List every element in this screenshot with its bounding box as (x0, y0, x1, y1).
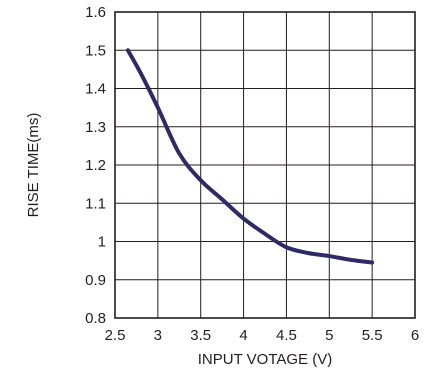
y-axis-title: RISE TIME(ms) (25, 113, 42, 218)
y-tick-label: 0.8 (85, 310, 106, 327)
x-tick-label: 5.5 (362, 327, 383, 344)
x-tick-label: 4.5 (276, 327, 297, 344)
y-tick-label: 1.1 (85, 195, 106, 212)
y-tick-label: 1.5 (85, 42, 106, 59)
x-tick-label: 6 (411, 327, 419, 344)
plot-frame (114, 11, 416, 319)
x-axis-ticks: 2.5 3 3.5 4 4.5 5 5.5 6 (105, 327, 420, 344)
x-axis-title: INPUT VOTAGE (V) (198, 351, 332, 368)
y-tick-label: 1.2 (85, 157, 106, 174)
x-tick-label: 2.5 (105, 327, 126, 344)
x-tick-label: 3 (154, 327, 162, 344)
y-axis-ticks: 0.8 0.9 1 1.1 1.2 1.3 1.4 1.5 1.6 (85, 4, 106, 327)
y-tick-label: 1.6 (85, 4, 106, 21)
x-tick-label: 4 (239, 327, 247, 344)
y-tick-label: 1.4 (85, 81, 106, 98)
series-line-0 (125, 48, 375, 265)
x-tick-label: 3.5 (190, 327, 211, 344)
grid (115, 12, 415, 318)
y-tick-label: 1 (98, 234, 106, 251)
series-layer (125, 48, 375, 265)
y-tick-label: 0.9 (85, 272, 106, 289)
x-tick-label: 5 (325, 327, 333, 344)
y-tick-label: 1.3 (85, 119, 106, 136)
